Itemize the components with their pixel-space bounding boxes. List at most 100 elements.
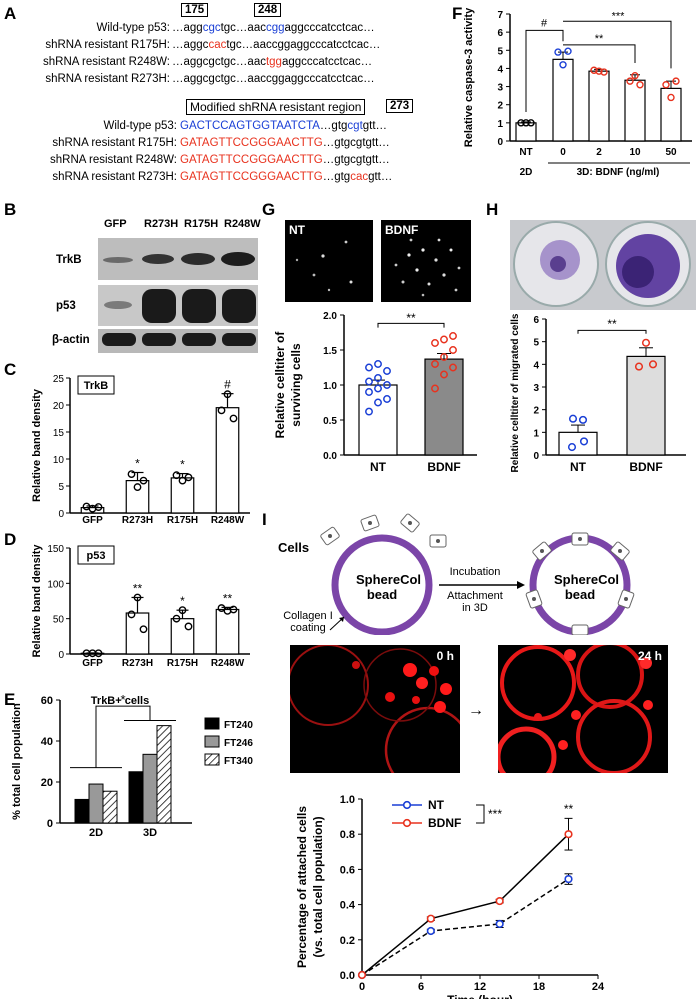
panel-d-category-2: R175H: [167, 658, 198, 669]
panel-f-dot-1-1: [554, 48, 562, 56]
band-actin-r248w: [222, 333, 256, 346]
seq-bottom-sequence-3: GATAGTTCCGGGAACTTG…gtgcacgtt…: [180, 171, 393, 183]
line-chart-ytick-label-0: 0.0: [340, 970, 355, 982]
line-chart-xtick-label-3: 18: [533, 981, 545, 993]
panel-c-title-box: [77, 375, 115, 395]
line-chart-point-0-1: [426, 926, 435, 936]
band-p53-gfp: [104, 301, 132, 309]
seq-bottom-label-0: Wild-type p53:: [103, 120, 177, 132]
seq-top-label-0: Wild-type p53:: [96, 22, 170, 34]
panel-label-c: C: [4, 360, 17, 379]
panel-f-ytick-label-3: 3: [497, 83, 503, 94]
panel-f-ytick-label-0: 0: [497, 137, 503, 148]
seq-top-label-3: shRNA resistant R273H:: [45, 73, 170, 85]
panel-h-dot-0-2: [568, 414, 578, 423]
panel-h-category-1: BDNF: [629, 460, 662, 474]
panel-g-dot-0-7: [374, 374, 382, 382]
panel-g-ytick-label-1: 0.5: [323, 416, 337, 427]
line-chart-xtick-label-0: 0: [359, 981, 365, 993]
panel-e-legend-swatch-1: [204, 735, 220, 748]
line-chart-ytick-label-5: 1.0: [340, 794, 355, 806]
panel-d-ytick-label-2: 100: [47, 579, 64, 590]
panel-g-dot-1-5: [449, 346, 457, 354]
panel-c-ylabel: Relative band density: [31, 388, 43, 502]
blot-bands: [102, 252, 256, 346]
panel-f-ytick-label-2: 2: [497, 101, 503, 112]
panel-d-sig-3: **: [223, 591, 233, 605]
panel-d-bar-2: [170, 618, 195, 655]
panel-d-category-3: R248W: [211, 658, 245, 669]
panel-f-xtick-2: 2: [596, 147, 602, 158]
line-chart-point-1-2: [495, 896, 504, 906]
panel-f-dot-3-0: [626, 77, 634, 85]
panel-c-dot-1-0: [127, 470, 136, 479]
panel-label-b: B: [4, 200, 17, 219]
panel-e-sig: *: [120, 692, 125, 707]
panel-d-ylabel: Relative band density: [31, 544, 43, 658]
cells-label: Cells: [278, 540, 310, 555]
panel-g-ytick-label-3: 1.5: [323, 346, 337, 357]
panel-f-ytick-label-7: 7: [497, 10, 503, 21]
panel-g-dot-1-6: [431, 339, 439, 347]
panel-f-dot-0-1: [522, 119, 530, 127]
panel-f-dot-0-0: [517, 119, 525, 127]
seq-bottom-sequence-2: GATAGTTCCGGGAACTTG…gtgcgtgtt…: [180, 154, 390, 166]
panel-h-bar-1: [626, 355, 666, 456]
blot-lane-label-r248w: R248W: [224, 218, 261, 230]
panel-f-xtick-0: NT: [519, 147, 532, 158]
panel-d-dot-3-2: [229, 605, 238, 614]
time-arrow: →: [468, 702, 484, 719]
panel-g-dot-0-10: [374, 360, 382, 368]
position-248-box: 248: [254, 3, 282, 17]
blot-lane-label-gfp: GFP: [104, 218, 127, 230]
panel-d-chart: 0 50 100 150 GFP R273H ** R175H * R248W ** Relative…: [31, 544, 250, 669]
panel-d-dot-2-2: [184, 622, 193, 631]
panel-h-ytick-label-5: 5: [533, 338, 539, 349]
panel-e-bar-0-1: [88, 783, 104, 824]
panel-d-ytick-label-3: 150: [47, 544, 64, 555]
panel-e-ytick-label-2: 40: [41, 736, 53, 748]
panel-c-ytick-label-1: 5: [58, 482, 64, 493]
seq-top-sequence-2: …aggcgctgc…aactggaggcccatcctcac…: [172, 56, 373, 68]
line-chart-legend-marker-0: [402, 800, 412, 810]
blot-lane-label-r273h: R273H: [144, 218, 179, 230]
panel-c-category-3: R248W: [211, 515, 245, 525]
panel-c-dot-2-0: [172, 471, 181, 480]
incubation-label: Incubation: [449, 566, 501, 578]
panel-f-dot-4-1: [667, 93, 675, 102]
line-chart-point-sig: **: [564, 802, 574, 816]
panel-label-i: I: [262, 510, 267, 529]
seq-top-sequence-0: …aggcgctgc…aaccggaggcccatcctcac…: [172, 22, 375, 34]
line-chart-ytick-label-4: 0.8: [340, 829, 355, 841]
line-chart-ytick-label-2: 0.4: [340, 900, 356, 912]
panel-d-category-1: R273H: [122, 658, 153, 669]
panel-d-sig-2: *: [180, 594, 185, 608]
panel-g-dot-0-6: [365, 377, 373, 386]
panel-f-dot-2-2: [600, 68, 608, 76]
panel-c-bar-3: [215, 407, 240, 514]
panel-c-ytick-label-4: 20: [53, 401, 65, 412]
line-chart-xtick-label-2: 12: [474, 981, 486, 993]
attachment-label: Attachment in 3D: [447, 590, 503, 614]
panel-f-bar-4: [660, 87, 682, 142]
panel-f-xtick-3: 10: [629, 147, 641, 158]
panel-c-dot-2-2: [184, 473, 193, 482]
panel-e-bar-1-1: [142, 753, 158, 824]
panel-f-dot-1-0: [559, 61, 567, 69]
position-175-box: 175: [181, 3, 209, 17]
line-chart-point-1-0: [357, 970, 367, 980]
fluorescence-24h: 24 h: [498, 645, 668, 773]
line-chart-legend-bracket: [476, 804, 485, 824]
line-chart-ytick-label-1: 0.2: [340, 935, 355, 947]
panel-label-g: G: [262, 200, 276, 219]
panel-d-title: p53: [87, 550, 106, 562]
line-chart-point-1-3: [564, 830, 573, 839]
panel-g-dot-1-1: [440, 370, 448, 379]
panel-label-h: H: [486, 200, 499, 219]
panel-d-category-0: GFP: [82, 658, 103, 669]
panel-c-category-2: R175H: [167, 515, 198, 525]
panel-e-ytick-label-1: 20: [41, 777, 53, 789]
blot-row-label-p53: p53: [56, 300, 76, 312]
panel-c-sig-1: *: [135, 457, 140, 471]
panel-g-dot-0-2: [383, 395, 391, 403]
